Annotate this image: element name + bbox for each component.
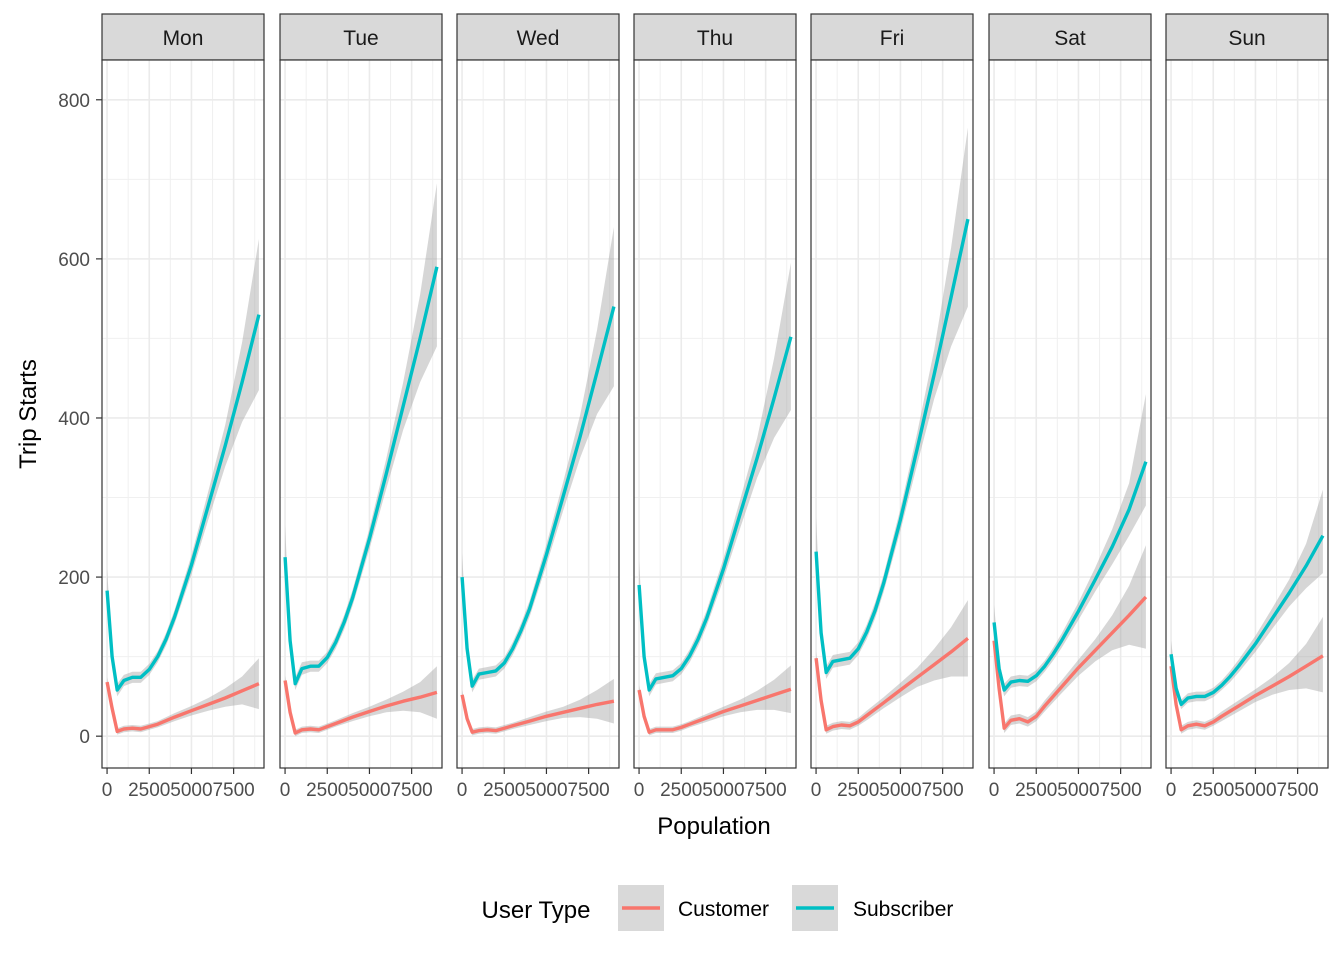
facet-strip [633, 13, 797, 61]
x-tick-label: 5000 [170, 780, 212, 801]
series-line-subscriber [1169, 534, 1325, 707]
x-tick-label: 2500 [306, 780, 348, 801]
x-tick-label: 2500 [837, 780, 879, 801]
panel-border [1165, 59, 1329, 769]
x-tick-label: 0 [457, 780, 468, 801]
x-tick-label: 2500 [483, 780, 525, 801]
facet-panel-sat: Sat 0 2500 5000 7500 [988, 13, 1152, 801]
plot-area [280, 60, 442, 768]
series-line-customer [814, 636, 969, 732]
confidence-band-subscriber [1171, 489, 1323, 710]
facet-strip [456, 13, 620, 61]
confidence-band-customer [994, 545, 1146, 733]
series-line-customer [992, 595, 1148, 730]
facet-strip-label: Wed [517, 27, 560, 50]
x-tick-label: 0 [280, 780, 291, 801]
x-tick-label: 5000 [525, 780, 567, 801]
x-tick-label: 2500 [1192, 780, 1234, 801]
y-axis-title: Trip Starts [15, 359, 42, 469]
x-tick-label: 7500 [921, 780, 963, 801]
facet-strip-label: Sun [1228, 27, 1265, 50]
plot-area [457, 60, 619, 768]
x-tick-label: 7500 [212, 780, 254, 801]
legend-entries: Customer Subscriber [618, 885, 953, 931]
legend-label-customer: Customer [678, 898, 769, 921]
legend: User Type Customer Subscriber [482, 885, 953, 931]
x-tick-label: 7500 [1099, 780, 1141, 801]
facet-strip-label: Tue [343, 27, 378, 50]
series-line-customer [637, 687, 792, 734]
x-tick-label: 2500 [128, 780, 170, 801]
series-line-subscriber [814, 218, 970, 675]
series-line-customer [105, 681, 260, 734]
x-tick-label: 0 [989, 780, 1000, 801]
facet-panel-tue: Tue 0 2500 5000 7500 [279, 13, 443, 801]
x-tick-label: 2500 [660, 780, 702, 801]
x-tick-label: 2500 [1015, 780, 1057, 801]
x-tick-label: 7500 [744, 780, 786, 801]
facet-panel-mon: Mon 0 2500 5000 7500 [101, 13, 265, 801]
confidence-band-subscriber [994, 394, 1146, 697]
facet-panel-fri: Fri 0 2500 5000 7500 [810, 13, 974, 801]
y-tick-label: 0 [79, 727, 90, 748]
panel-border [810, 59, 974, 769]
legend-title: User Type [482, 897, 591, 924]
series-line-customer [460, 694, 615, 734]
plot-area [102, 60, 264, 768]
y-tick-label: 400 [58, 409, 90, 430]
series-line-subscriber [637, 336, 793, 692]
x-axis-title: Population [657, 813, 770, 840]
facet-strip-label: Thu [697, 27, 733, 50]
x-tick-label: 5000 [348, 780, 390, 801]
y-tick-label: 600 [58, 250, 90, 271]
facet-strip [1165, 13, 1329, 61]
x-tick-label: 5000 [879, 780, 921, 801]
panel-border [988, 59, 1152, 769]
x-tick-label: 0 [634, 780, 645, 801]
facet-strip [988, 13, 1152, 61]
plot-area [811, 60, 973, 768]
panel-border [279, 59, 443, 769]
x-tick-label: 0 [1166, 780, 1177, 801]
x-tick-label: 0 [811, 780, 822, 801]
x-tick-label: 7500 [390, 780, 432, 801]
facet-strip-label: Mon [163, 27, 204, 50]
series-line-subscriber [283, 266, 439, 686]
series-line-customer [283, 680, 438, 735]
x-tick-label: 5000 [702, 780, 744, 801]
x-tick-label: 7500 [1276, 780, 1318, 801]
facet-strip [279, 13, 443, 61]
x-tick-label: 7500 [567, 780, 609, 801]
facet-strip-label: Sat [1054, 27, 1086, 50]
confidence-band-customer [816, 600, 968, 734]
x-tick-label: 5000 [1057, 780, 1099, 801]
facet-strip [101, 13, 265, 61]
facet-panel-sun: Sun 0 2500 5000 7500 [1165, 13, 1329, 801]
series-line-subscriber [460, 306, 616, 688]
series-line-subscriber [105, 314, 261, 692]
facet-panel-wed: Wed 0 2500 5000 7500 [456, 13, 620, 801]
legend-label-subscriber: Subscriber [853, 898, 953, 921]
facet-strip-label: Fri [880, 27, 905, 50]
x-tick-label: 5000 [1234, 780, 1276, 801]
series-line-customer [1169, 654, 1324, 732]
plot-area [1166, 60, 1328, 768]
panel-border [633, 59, 797, 769]
y-tick-label: 200 [58, 568, 90, 589]
y-tick-label: 800 [58, 91, 90, 112]
x-tick-label: 0 [102, 780, 113, 801]
panel-border [456, 59, 620, 769]
series-line-subscriber [992, 461, 1148, 692]
panel-border [101, 59, 265, 769]
facet-panel-thu: Thu 0 2500 5000 7500 [633, 13, 797, 801]
plot-area [989, 60, 1151, 768]
